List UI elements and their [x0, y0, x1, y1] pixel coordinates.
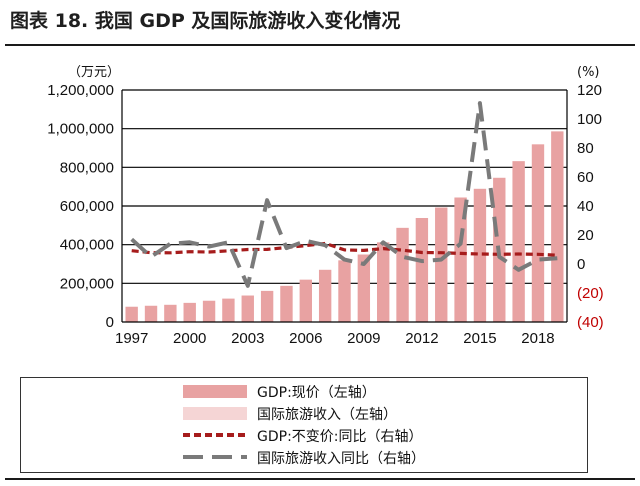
right-tick-label: 120 — [577, 82, 602, 99]
title-underline — [5, 44, 635, 46]
left-tick-label: 600,000 — [60, 198, 114, 215]
left-axis-unit: （万元） — [68, 65, 120, 80]
right-tick-label: (20) — [577, 285, 604, 302]
gdp-bar — [241, 295, 254, 322]
left-tick-label: 800,000 — [60, 159, 114, 176]
left-tick-label: 1,000,000 — [47, 121, 114, 138]
gdp-bar — [531, 144, 545, 322]
right-axis-unit: (%) — [577, 65, 600, 80]
gdp-bar — [280, 285, 293, 322]
right-tick-label: 40 — [577, 198, 594, 215]
legend-label: GDP:现价（左轴） — [257, 385, 376, 401]
gdp-bar — [318, 269, 332, 322]
gdp-bar — [338, 260, 351, 322]
legend: GDP:现价（左轴） 国际旅游收入（左轴） GDP:不变价:同比（右轴） 国际旅游收入… — [20, 377, 588, 473]
bar-series — [125, 131, 564, 322]
right-tick-label: 0 — [577, 256, 585, 273]
right-tick-label: 80 — [577, 140, 594, 157]
legend-label: 国际旅游收入同比（右轴） — [257, 451, 425, 467]
left-tick-label: 0 — [106, 314, 114, 331]
legend-line-swatch — [183, 433, 247, 437]
chart-title: 图表 18. 我国 GDP 及国际旅游收入变化情况 — [10, 10, 401, 32]
gdp-bar — [125, 306, 138, 322]
right-tick-label: 60 — [577, 169, 594, 186]
gdp-bar — [183, 302, 196, 322]
right-tick-label: 100 — [577, 111, 602, 128]
left-tick-label: 400,000 — [60, 237, 114, 254]
gdp-bar — [377, 242, 390, 322]
gdp-bar — [202, 300, 216, 322]
left-tick-label: 1,200,000 — [47, 82, 114, 99]
x-tick-label: 1997 — [115, 330, 148, 347]
x-tick-label: 2000 — [173, 330, 206, 347]
gdp-bar — [396, 227, 409, 322]
gdp-bar — [164, 304, 177, 322]
x-tick-label: 2018 — [521, 330, 554, 347]
gdp-bar — [512, 161, 525, 322]
x-tick-label: 2003 — [231, 330, 264, 347]
x-tick-label: 2006 — [289, 330, 322, 347]
left-tick-label: 200,000 — [60, 275, 114, 292]
legend-line-swatch — [183, 455, 247, 459]
gdp-bar — [473, 188, 487, 322]
legend-bar-swatch — [183, 385, 247, 398]
x-tick-label: 2009 — [347, 330, 380, 347]
gdp-bar — [144, 305, 158, 322]
right-tick-label: 20 — [577, 227, 594, 244]
gdp-bar — [222, 298, 235, 322]
line-series — [130, 101, 558, 288]
gdp-bar — [357, 254, 371, 322]
x-tick-label: 2015 — [463, 330, 496, 347]
chart-svg: 0 200,000 400,000 600,000 800,000 1,000,000 1,… — [47, 65, 603, 347]
legend-label: 国际旅游收入（左轴） — [257, 407, 397, 423]
gdp-bar — [260, 290, 274, 322]
gdp-bar — [415, 217, 429, 322]
gdp-growth-line — [131, 241, 558, 257]
gdp-bar — [435, 207, 448, 322]
x-tick-label: 2012 — [405, 330, 438, 347]
bottom-rule — [5, 478, 635, 480]
gdp-bar — [299, 279, 312, 322]
gdp-bar — [551, 131, 564, 322]
tick-labels: 0 200,000 400,000 600,000 800,000 1,000,000 1,… — [47, 82, 603, 347]
tourism-growth-line — [130, 101, 558, 288]
legend-label: GDP:不变价:同比（右轴） — [257, 429, 423, 445]
axes — [121, 90, 568, 323]
right-tick-label: (40) — [577, 314, 604, 331]
legend-bar-swatch — [183, 407, 247, 420]
